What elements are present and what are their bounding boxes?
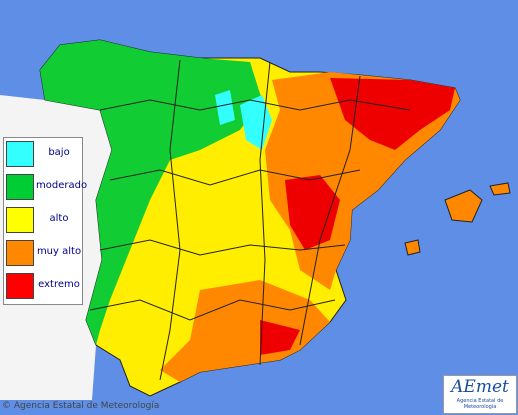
province-borders [299,75,361,346]
legend-label: muy alto [36,246,82,257]
legend-item: muy alto [6,240,82,266]
legend-swatch [6,240,34,266]
balearic-ibiza [404,239,421,256]
logo-subtitle: Agencia Estatal de Meteorología [456,398,504,410]
region-moderate [40,40,262,345]
legend-item: alto [6,207,82,233]
balearic-mallorca [444,189,483,223]
legend: bajo moderado alto muy alto extremo [3,137,88,305]
legend-item: bajo [6,141,82,167]
balearic-menorca [489,182,511,196]
legend-label: bajo [48,147,70,158]
province-borders [99,99,411,111]
region-south-extreme [260,320,300,355]
province-borders [89,299,336,321]
copyright: © Agencia Estatal de Meteorología [2,401,160,411]
province-borders [99,239,346,256]
legend-label: extremo [38,279,80,290]
province-borders [259,61,271,366]
legend-swatch [6,141,34,167]
legend-label: moderado [36,180,88,191]
province-borders [159,59,181,381]
logo: AEmet Agencia Estatal de Meteorología [443,375,517,414]
region-south-high [160,280,330,382]
legend-label: alto [49,213,69,224]
logo-title: AEmet [451,377,509,397]
region-low [240,95,272,150]
legend-swatch [6,273,34,299]
region-extreme-2 [285,175,340,250]
legend-swatch [6,207,34,233]
legend-swatch [6,174,34,200]
region-low-2 [215,90,235,125]
region-extreme [330,78,455,150]
legend-item: extremo [6,273,82,299]
legend-item: moderado [6,174,88,200]
province-borders [109,169,361,186]
